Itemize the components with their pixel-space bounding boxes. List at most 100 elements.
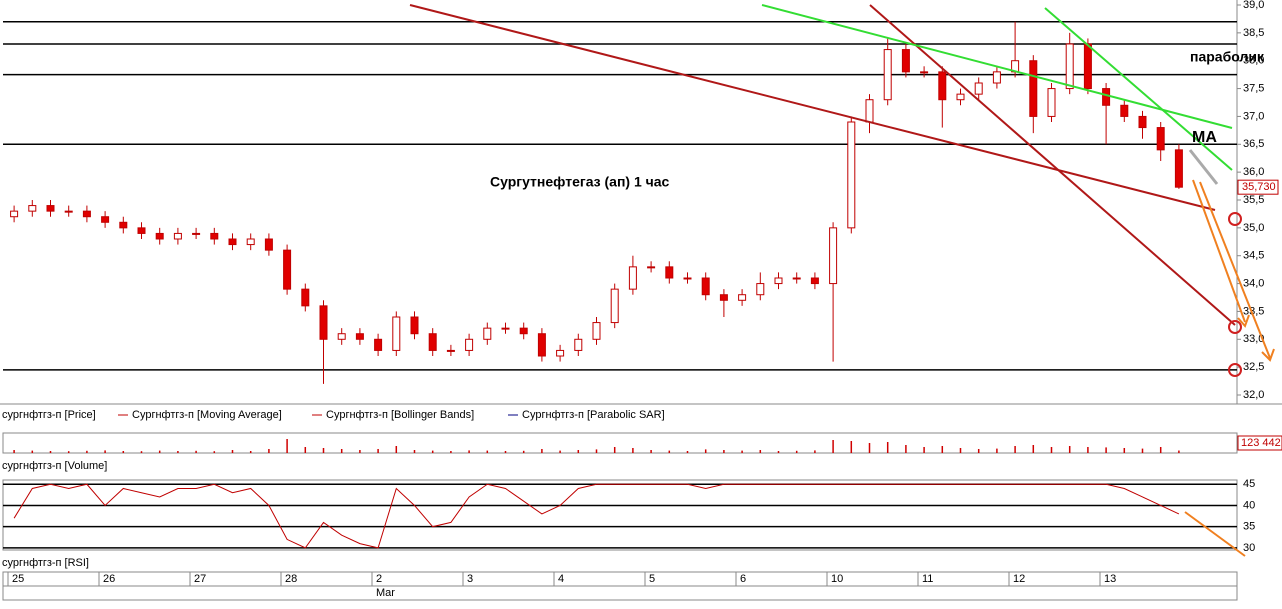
candle-body <box>883 49 892 101</box>
x-tick-label: 3 <box>467 573 473 585</box>
panel-label: сургнфтгз-п [RSI] <box>2 557 89 569</box>
volume-label: 123 442 <box>1241 437 1281 449</box>
candle-body <box>319 305 328 340</box>
volume-bar <box>650 450 652 453</box>
candle-body <box>519 327 528 335</box>
volume-bar <box>941 446 944 453</box>
candle-body <box>46 205 55 212</box>
volume-bar <box>905 445 907 453</box>
volume-bar <box>431 450 434 453</box>
annotation: MA <box>1192 129 1217 146</box>
volume-bar <box>613 447 616 453</box>
candle-body <box>847 121 856 229</box>
candle-body <box>301 288 310 307</box>
candle-body <box>246 238 255 246</box>
candle-body <box>173 232 182 240</box>
candle-body <box>355 333 364 340</box>
volume-bar <box>322 448 325 453</box>
target-circle <box>1228 363 1242 377</box>
x-tick-label: 27 <box>194 573 206 585</box>
y-tick-label: 37,5 <box>1243 82 1264 94</box>
chart-title: Сургутнефтегаз (ап) 1 час <box>490 174 670 190</box>
x-tick-label: 12 <box>1013 573 1025 585</box>
forecast-arrow <box>1184 511 1246 557</box>
volume-bar <box>541 449 543 453</box>
x-tick-label: 2 <box>376 573 382 585</box>
volume-bar <box>359 450 361 453</box>
trendlines <box>409 4 1275 557</box>
candle-body <box>537 333 546 357</box>
candle-body <box>610 288 619 324</box>
volume-bar <box>686 451 689 453</box>
volume-bar <box>177 451 179 453</box>
volume-bar <box>1014 446 1016 453</box>
candle-body <box>28 205 37 212</box>
volume-bar <box>1068 446 1071 453</box>
candle-body <box>446 349 455 352</box>
candle-body <box>82 210 91 218</box>
volume-bar <box>1032 445 1035 453</box>
y-tick-label: 36,5 <box>1243 138 1264 150</box>
candle-body <box>1065 43 1074 90</box>
candle-body <box>956 93 965 101</box>
y-tick-label: 36,0 <box>1243 166 1264 178</box>
y-tick-label: 39,0 <box>1243 0 1264 11</box>
volume-bar <box>1050 447 1053 453</box>
volume-bar <box>959 448 962 453</box>
candle-body <box>719 294 728 301</box>
candle-body <box>410 316 419 335</box>
candle-body <box>428 333 437 351</box>
marks: 32,0 32,5 33,0 33,5 34,0 34,5 35,0 35,5 36,0 36,5… <box>2 0 1282 586</box>
arrow-head <box>1237 314 1250 328</box>
candle-body <box>974 82 983 95</box>
y-tick-label: 32,5 <box>1243 361 1264 373</box>
volume-bar <box>31 450 34 453</box>
candle-body <box>992 71 1001 84</box>
trendline <box>761 4 1233 129</box>
volume-bar <box>413 450 416 453</box>
volume-bar <box>1159 447 1162 453</box>
y-tick-label: 35 <box>1243 521 1255 533</box>
volume-bar <box>795 450 798 453</box>
y-tick-label: 35,0 <box>1243 222 1264 234</box>
candle-body <box>683 277 692 280</box>
x-tick-label: 10 <box>831 573 843 585</box>
legend-entry: сургнфтгз-п [Price] <box>2 409 96 421</box>
candle-body <box>829 227 838 285</box>
target-circle <box>1228 212 1242 226</box>
volume-bar <box>632 448 634 453</box>
y-tick-label: 37,0 <box>1243 110 1264 122</box>
volume-bar <box>1105 447 1107 453</box>
candle-body <box>592 322 601 340</box>
candle-body <box>938 71 947 101</box>
x-tick-label: 5 <box>649 573 655 585</box>
legend-entry: Сургнфтгз-п [Parabolic SAR] <box>522 409 665 421</box>
candle-body <box>756 283 765 296</box>
volume-bar <box>759 450 762 453</box>
volume-bar <box>140 451 143 453</box>
y-tick-label: 33,5 <box>1243 305 1264 317</box>
volume-bar <box>522 450 525 453</box>
volume-bar <box>249 451 252 453</box>
volume-bar <box>723 450 725 453</box>
candle-body <box>501 327 510 330</box>
annotation: параболик <box>1190 49 1265 65</box>
rsi-line <box>13 483 1180 549</box>
volume-label-box <box>1237 435 1282 451</box>
volume-bar <box>1123 448 1126 453</box>
forecast-arrow <box>1199 181 1271 359</box>
volume-bar <box>450 451 452 453</box>
trendline <box>1188 149 1219 185</box>
candle-body <box>1102 88 1111 106</box>
candle-body <box>901 49 910 73</box>
current-price-box <box>1237 179 1279 195</box>
candle-body <box>137 227 146 234</box>
candle-body <box>101 216 110 223</box>
rsi-panel <box>2 479 1238 551</box>
trendline <box>409 4 1216 211</box>
candle-body <box>192 232 201 235</box>
candle-body <box>1120 104 1129 117</box>
x-tick-label: 6 <box>740 573 746 585</box>
candle-body <box>647 266 656 269</box>
volume-bar <box>886 442 889 453</box>
